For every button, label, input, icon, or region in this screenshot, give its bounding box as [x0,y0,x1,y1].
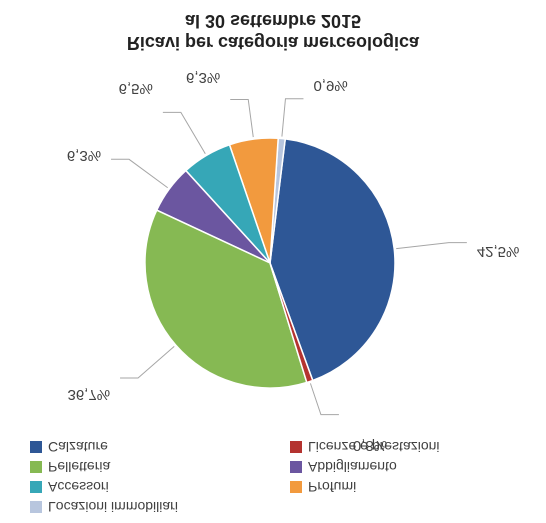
legend-item: Abbigliamento [290,457,516,477]
legend-swatch [290,441,302,453]
legend-swatch [30,441,42,453]
legend-row: Pelletteria Abbigliamento [30,457,516,477]
pie-pct-label: 36,7% [68,386,111,403]
pie-chart: 42,5%0,9%6,3%6,5%6,3%36,7%0,8% [0,68,546,428]
legend-item: Calzature [30,437,290,457]
legend-swatch [290,481,302,493]
legend-row: Accessori Profumi [30,477,516,497]
chart-legend: Locazioni immobiliari Accessori Profumi … [30,437,516,517]
legend-swatch [30,461,42,473]
pie-pct-label: 42,5% [477,243,520,260]
legend-item: Locazioni immobiliari [30,497,290,517]
chart-title-line2: al 30 settembre 2015 [0,10,546,31]
legend-label: Accessori [48,479,109,495]
legend-row: Locazioni immobiliari [30,497,516,517]
legend-label: Profumi [308,479,356,495]
legend-item: Accessori [30,477,290,497]
pie-svg [0,68,546,428]
legend-item: Profumi [290,477,516,497]
legend-row: Calzature Licenze e prestazioni [30,437,516,457]
legend-label: Abbigliamento [308,459,397,475]
legend-item: Pelletteria [30,457,290,477]
legend-item: Licenze e prestazioni [290,437,516,457]
pie-pct-label: 6,3% [186,69,220,86]
pie-pct-label: 6,3% [67,147,101,164]
pie-pct-label: 0,8% [353,437,387,454]
legend-label: Pelletteria [48,459,110,475]
legend-label: Locazioni immobiliari [48,499,178,515]
pie-pct-label: 6,5% [119,80,153,97]
pie-pct-label: 0,9% [313,77,347,94]
chart-title-line1: Ricavi per categoria merceologica [0,32,546,53]
legend-swatch [290,461,302,473]
legend-swatch [30,481,42,493]
legend-swatch [30,501,42,513]
legend-label: Calzature [48,439,108,455]
